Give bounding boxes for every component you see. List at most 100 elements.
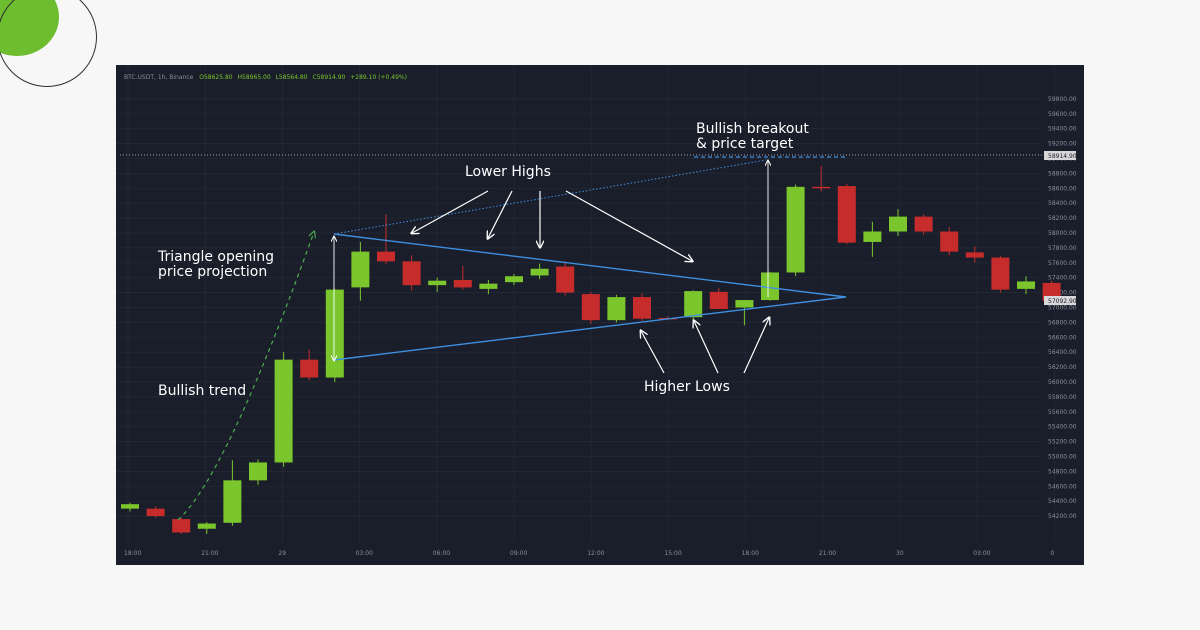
- y-tick-label: 56200.00: [1048, 364, 1077, 371]
- breakout-label-line2: & price target: [696, 136, 794, 152]
- y-tick-label: 58200.00: [1048, 215, 1077, 222]
- svg-text:BTC.USDT, 1h, Binance O586: BTC.USDT, 1h, Binance O58625.80 H58965.0…: [124, 74, 407, 81]
- x-axis: 18:00 21:00 29 03:00 06:00 09:00 12:00 15:00 18:…: [124, 550, 1054, 557]
- bearish-candle: [172, 517, 191, 534]
- bearish-candle: [709, 288, 728, 309]
- candle-body: [684, 291, 703, 318]
- bullish-candle: [274, 352, 293, 467]
- x-tick-label: 21:00: [819, 550, 836, 557]
- candle-body: [479, 283, 498, 289]
- candle-body: [300, 359, 319, 378]
- change-value: +289.10 (+0.49%): [350, 74, 407, 81]
- bullish-candle: [530, 263, 549, 280]
- y-tick-label: 56600.00: [1048, 334, 1077, 341]
- grid: [116, 65, 1055, 543]
- target-price-tag-text: 58914.90: [1048, 153, 1077, 160]
- bullish-candle: [607, 294, 626, 323]
- lower-highs-label: Lower Highs: [465, 164, 551, 180]
- candle-body: [146, 508, 165, 517]
- candle-body: [735, 300, 754, 308]
- x-tick-label: 30: [896, 550, 904, 557]
- bearish-candle: [991, 256, 1010, 293]
- y-tick-label: 57800.00: [1048, 245, 1077, 252]
- candle-body: [889, 216, 907, 232]
- x-tick-label: 18:00: [742, 550, 759, 557]
- y-tick-label: 56800.00: [1048, 319, 1077, 326]
- bullish-candle: [1017, 276, 1035, 295]
- bearish-candle: [812, 165, 831, 192]
- bearish-candle: [556, 261, 575, 296]
- y-tick-label: 58000.00: [1048, 230, 1077, 237]
- y-tick-label: 55800.00: [1048, 394, 1077, 401]
- x-tick-label: 21:00: [201, 550, 218, 557]
- high-value: H58965.00: [238, 74, 271, 81]
- y-tick-label: 54800.00: [1048, 468, 1077, 475]
- bearish-candle: [453, 265, 472, 290]
- close-value: C58914.90: [313, 74, 346, 81]
- chart-panel: 59800.0059600.0059400.0059200.0059000.00…: [116, 65, 1084, 565]
- y-tick-label: 55400.00: [1048, 424, 1077, 431]
- lower-high-arrow-4: [565, 190, 692, 261]
- y-tick-label: 54600.00: [1048, 483, 1077, 490]
- bullish-candle: [863, 221, 882, 257]
- y-tick-label: 59400.00: [1048, 126, 1077, 133]
- bullish-candle: [786, 184, 805, 277]
- bearish-candle: [940, 227, 959, 256]
- candle-body: [633, 297, 651, 319]
- bullish-trend-label: Bullish trend: [158, 383, 246, 399]
- y-tick-label: 58800.00: [1048, 170, 1077, 177]
- bullish-candle: [735, 300, 754, 326]
- bullish-candle: [121, 502, 139, 512]
- y-axis: 59800.0059600.0059400.0059200.0059000.00…: [1048, 96, 1077, 520]
- candle-body: [121, 504, 139, 509]
- higher-low-arrow-2: [694, 321, 719, 374]
- current-price-tag: [1044, 296, 1076, 305]
- bearish-candle: [300, 349, 319, 381]
- y-tick-label: 56000.00: [1048, 379, 1077, 386]
- x-tick-label: 03:00: [973, 550, 990, 557]
- candle-body: [197, 523, 216, 529]
- open-value: O58625.80: [199, 74, 233, 81]
- x-tick-label: 0: [1050, 550, 1054, 557]
- y-tick-label: 55000.00: [1048, 454, 1077, 461]
- y-tick-label: 59600.00: [1048, 111, 1077, 118]
- candle-body: [505, 276, 523, 283]
- y-tick-label: 59200.00: [1048, 141, 1077, 148]
- x-tick-label: 09:00: [510, 550, 527, 557]
- y-tick-label: 54200.00: [1048, 513, 1077, 520]
- bearish-candle: [965, 246, 984, 263]
- bearish-candle: [146, 506, 165, 518]
- candle-body: [607, 297, 626, 321]
- higher-low-arrow-1: [641, 331, 665, 374]
- bearish-candle: [402, 255, 421, 291]
- y-tick-label: 57200.00: [1048, 290, 1077, 297]
- candlestick-chart: 59800.0059600.0059400.0059200.0059000.00…: [116, 65, 1077, 557]
- x-tick-label: 06:00: [433, 550, 450, 557]
- candle-body: [1017, 281, 1035, 289]
- symbol-info: BTC.USDT, 1h, Binance: [124, 74, 194, 81]
- candle-body: [274, 359, 293, 463]
- candle-body: [581, 294, 600, 321]
- bearish-candle: [914, 214, 933, 235]
- bullish-candle: [505, 273, 523, 286]
- candle-body: [965, 252, 984, 258]
- candles: [121, 165, 1061, 534]
- x-tick-label: 18:00: [124, 550, 141, 557]
- low-value: L58564.80: [276, 74, 308, 81]
- candle-body: [556, 266, 575, 293]
- y-tick-label: 54400.00: [1048, 498, 1077, 505]
- bearish-candle: [581, 291, 600, 324]
- bullish-candle: [249, 459, 267, 485]
- candle-body: [428, 280, 447, 286]
- bearish-candle: [377, 214, 395, 265]
- triangle-label-line1: Triangle opening: [157, 249, 274, 265]
- target-price-tag: [1044, 151, 1076, 160]
- bearish-candle: [633, 293, 651, 321]
- decorative-ring: [0, 0, 97, 87]
- x-tick-label: 12:00: [587, 550, 604, 557]
- candle-body: [249, 462, 267, 481]
- candle-body: [377, 251, 395, 262]
- candle-body: [761, 272, 779, 301]
- y-tick-label: 57600.00: [1048, 260, 1077, 267]
- candle-body: [812, 186, 831, 189]
